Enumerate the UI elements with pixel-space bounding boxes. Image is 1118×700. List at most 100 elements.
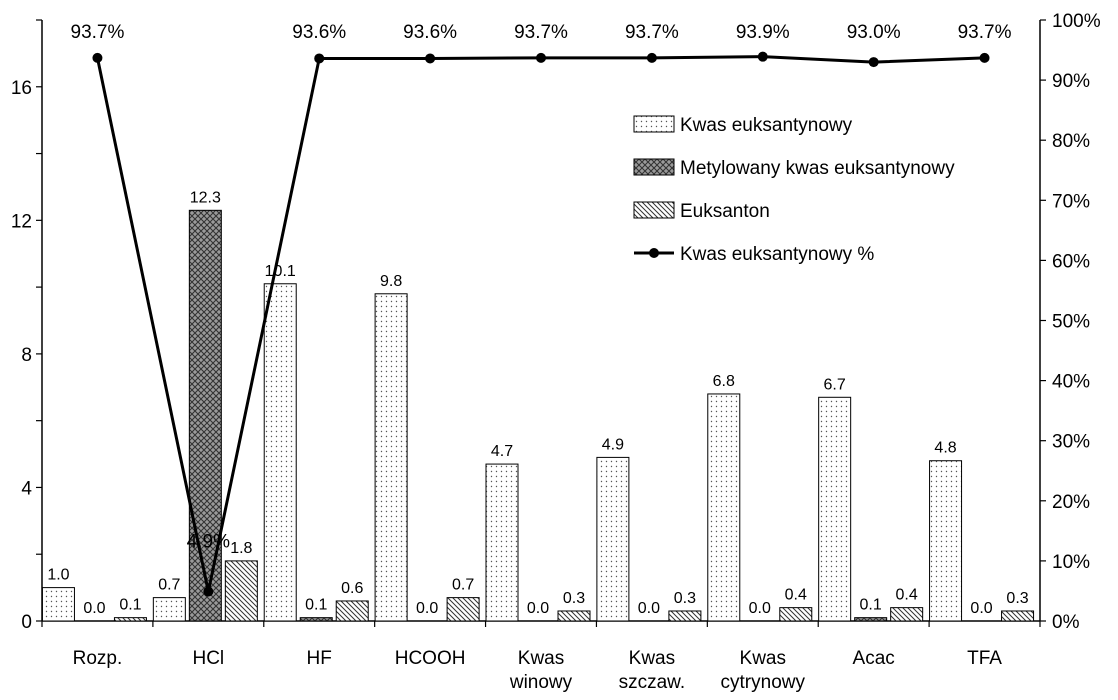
- bar-value-label: 4.7: [491, 443, 513, 460]
- bar-value-label: 1.0: [47, 567, 69, 584]
- category-label: cytrynowy: [721, 672, 806, 693]
- legend-label: Euksanton: [680, 201, 770, 222]
- bar-value-label: 6.7: [824, 376, 846, 393]
- bar-diagonal: [668, 610, 702, 622]
- category-label: szczaw.: [619, 672, 686, 693]
- bar-value-label: 1.8: [230, 540, 252, 557]
- bar-crosshatch: [854, 617, 888, 622]
- right-tick-label: 10%: [1052, 552, 1090, 573]
- bar-value-label: 6.8: [713, 373, 735, 390]
- bar-value-label: 4.9: [602, 436, 624, 453]
- bar-dots: [485, 463, 519, 622]
- bar-value-label: 0.0: [970, 600, 992, 617]
- line-point: [868, 57, 879, 68]
- bar-diagonal: [224, 560, 258, 622]
- line-point: [979, 52, 990, 63]
- bar-value-label: 0.0: [527, 600, 549, 617]
- bar-value-label: 12.3: [190, 189, 221, 206]
- bar-value-label: 0.1: [305, 597, 327, 614]
- right-tick-label: 20%: [1052, 492, 1090, 513]
- line-point-label: 93.7%: [71, 22, 125, 43]
- right-tick-label: 100%: [1052, 11, 1101, 32]
- bar-value-label: 0.3: [563, 590, 585, 607]
- bar-dots: [707, 393, 741, 622]
- bar-value-label: 0.0: [749, 600, 771, 617]
- legend-label: Kwas euksantynowy: [680, 115, 853, 136]
- right-tick-label: 90%: [1052, 71, 1090, 92]
- line-point-label: 93.7%: [514, 22, 568, 43]
- bar-value-label: 0.4: [785, 587, 807, 604]
- category-label: Rozp.: [73, 648, 123, 669]
- bar-value-label: 9.8: [380, 273, 402, 290]
- bar-value-label: 0.7: [452, 577, 474, 594]
- bar-diagonal: [779, 607, 813, 622]
- bar-dots: [374, 293, 408, 622]
- bar-dots: [263, 283, 297, 622]
- left-tick-label: 12: [11, 211, 32, 232]
- left-tick-label: 4: [21, 478, 32, 499]
- line-point: [92, 52, 103, 63]
- bar-dots: [929, 460, 963, 622]
- bar-diagonal: [1001, 610, 1035, 622]
- category-label: Kwas: [740, 648, 786, 669]
- right-tick-label: 70%: [1052, 191, 1090, 212]
- legend-label: Metylowany kwas euksantynowy: [680, 158, 955, 179]
- legend-swatch: [633, 115, 675, 133]
- category-label: HF: [307, 648, 332, 669]
- line-point: [757, 51, 768, 62]
- bar-diagonal: [446, 597, 480, 622]
- bar-dots: [152, 597, 186, 622]
- bar-value-label: 0.0: [638, 600, 660, 617]
- bar-dots: [41, 587, 75, 622]
- category-label: HCOOH: [395, 648, 466, 669]
- bar-value-label: 0.1: [119, 597, 141, 614]
- category-label: winowy: [509, 672, 573, 693]
- line-point-label: 93.6%: [403, 22, 457, 43]
- bar-value-label: 0.3: [674, 590, 696, 607]
- line-point: [646, 52, 657, 63]
- bar-diagonal: [557, 610, 591, 622]
- line-point-label: 93.6%: [292, 22, 346, 43]
- bar-dots: [818, 396, 852, 622]
- category-label: HCl: [192, 648, 224, 669]
- right-tick-label: 30%: [1052, 432, 1090, 453]
- bar-diagonal: [890, 607, 924, 622]
- left-tick-label: 0: [21, 612, 32, 633]
- line-point: [314, 53, 325, 64]
- line-point-label: 93.7%: [958, 22, 1012, 43]
- line-point: [203, 586, 214, 597]
- bar-value-label: 0.1: [860, 597, 882, 614]
- bar-value-label: 10.1: [265, 263, 296, 280]
- category-label: Kwas: [629, 648, 675, 669]
- left-tick-label: 16: [11, 78, 32, 99]
- line-point-label: 93.7%: [625, 22, 679, 43]
- legend-label: Kwas euksantynowy %: [680, 244, 874, 265]
- line-point-label: 93.0%: [847, 22, 901, 43]
- bar-value-label: 0.7: [158, 577, 180, 594]
- bar-diagonal: [113, 617, 147, 622]
- category-label: Acac: [853, 648, 895, 669]
- bar-value-label: 0.3: [1006, 590, 1028, 607]
- right-tick-label: 50%: [1052, 312, 1090, 333]
- line-point-label: 93.9%: [736, 22, 790, 43]
- bar-value-label: 0.6: [341, 580, 363, 597]
- right-tick-label: 60%: [1052, 251, 1090, 272]
- line-series-path: [95, 55, 985, 592]
- bar-dots: [596, 456, 630, 622]
- right-tick-label: 80%: [1052, 131, 1090, 152]
- bar-value-label: 4.8: [934, 440, 956, 457]
- bar-diagonal: [335, 600, 369, 622]
- bar-crosshatch: [299, 617, 333, 622]
- right-tick-label: 0%: [1052, 612, 1080, 633]
- bar-value-label: 0.0: [83, 600, 105, 617]
- bar-value-label: 0.0: [416, 600, 438, 617]
- legend-line-marker: [649, 248, 659, 258]
- category-label: TFA: [967, 648, 1002, 669]
- left-tick-label: 8: [21, 345, 32, 366]
- legend-swatch: [633, 158, 675, 176]
- category-label: Kwas: [518, 648, 564, 669]
- line-point-label: 4.9%: [187, 532, 230, 553]
- right-tick-label: 40%: [1052, 372, 1090, 393]
- legend-swatch: [633, 201, 675, 219]
